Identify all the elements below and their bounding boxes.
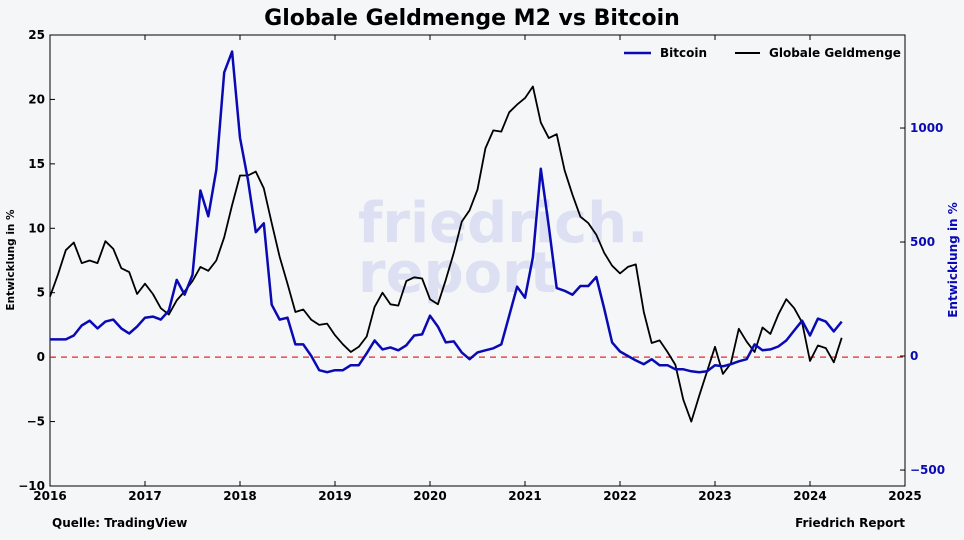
- y-axis-left-label: Entwicklung in %: [5, 209, 17, 311]
- y-axis-right-label: Entwicklung in %: [946, 202, 960, 318]
- legend-label-bitcoin: Bitcoin: [660, 46, 707, 60]
- y-left-tick-label: −10: [18, 479, 45, 493]
- x-tick-label: 2017: [128, 489, 161, 503]
- y-right-tick-label: −500: [910, 463, 945, 477]
- footer-brand: Friedrich Report: [795, 516, 905, 530]
- x-tick-label: 2024: [793, 489, 826, 503]
- x-tick-label: 2020: [413, 489, 446, 503]
- y-left-tick-label: 10: [28, 221, 45, 235]
- x-tick-label: 2025: [888, 489, 921, 503]
- x-tick-label: 2016: [33, 489, 66, 503]
- x-tick-label: 2021: [508, 489, 541, 503]
- y-right-tick-label: 1000: [910, 121, 943, 135]
- y-left-tick-label: 20: [28, 92, 45, 106]
- legend-label-geldmenge: Globale Geldmenge: [769, 46, 901, 60]
- chart-title: Globale Geldmenge M2 vs Bitcoin: [264, 6, 680, 31]
- plot-area: [49, 34, 906, 487]
- y-right-tick-label: 500: [910, 235, 935, 249]
- y-left-tick-label: 25: [28, 28, 45, 42]
- y-left-tick-label: 0: [37, 350, 45, 364]
- y-left-tick-label: −5: [27, 415, 45, 429]
- x-tick-label: 2022: [603, 489, 636, 503]
- footer-source: Quelle: TradingView: [52, 516, 187, 530]
- y-left-tick-label: 5: [37, 286, 45, 300]
- x-tick-label: 2023: [698, 489, 731, 503]
- y-left-tick-label: 15: [28, 157, 45, 171]
- y-right-tick-label: 0: [910, 349, 918, 363]
- legend: Bitcoin Globale Geldmenge: [624, 46, 901, 60]
- watermark-line-2: report: [358, 241, 557, 306]
- series-line-bitcoin: [50, 50, 843, 374]
- watermark: friedrich. report: [358, 191, 648, 306]
- x-tick-label: 2018: [223, 489, 256, 503]
- x-tick-label: 2019: [318, 489, 351, 503]
- series-line-globale-geldmenge: [49, 85, 843, 423]
